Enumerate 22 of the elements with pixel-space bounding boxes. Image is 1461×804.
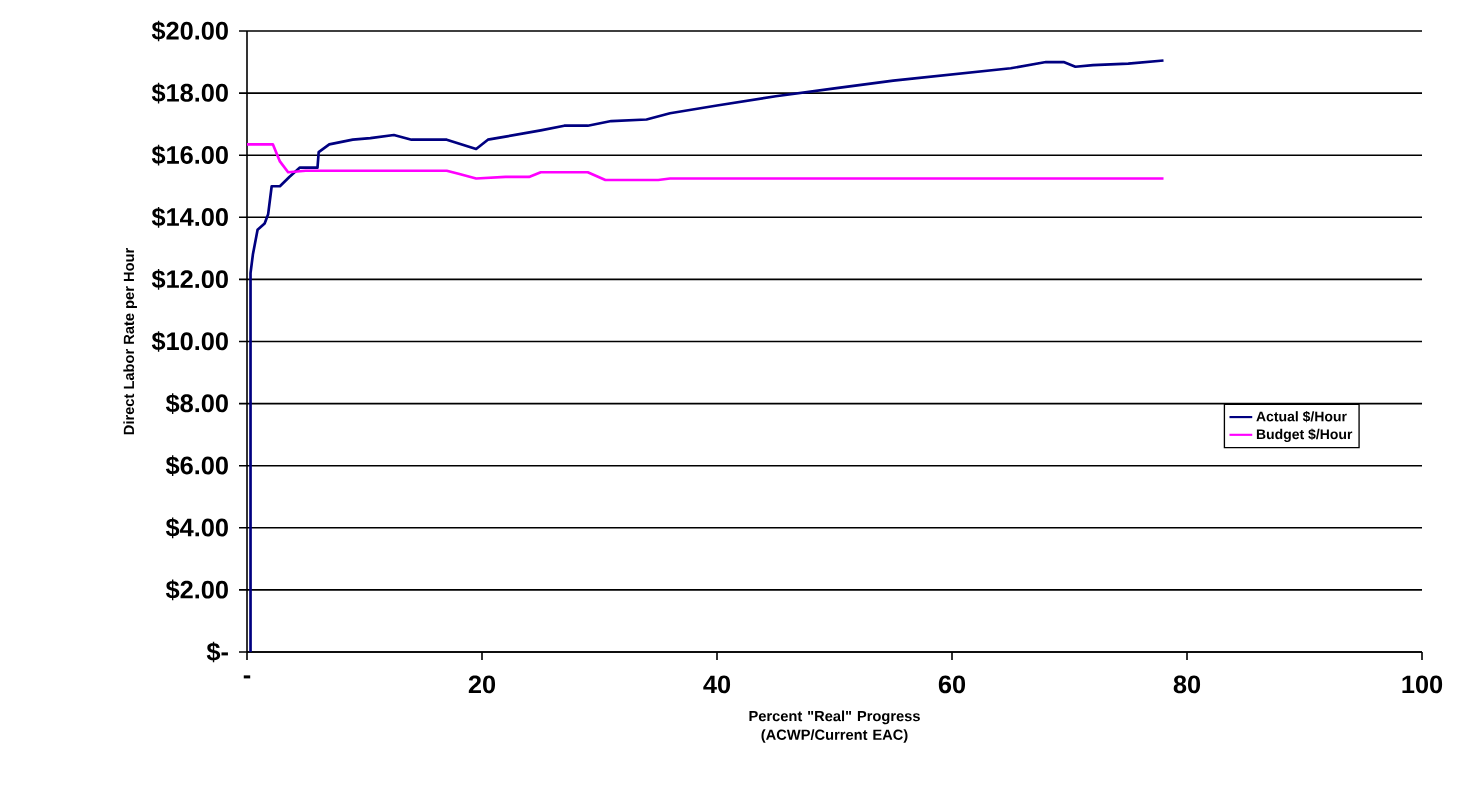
y-tick-label: $20.00 — [151, 20, 228, 42]
y-tick-label: $18.00 — [151, 82, 228, 104]
y-tick-label: $14.00 — [151, 206, 228, 228]
x-tick-label: 60 — [938, 675, 966, 694]
legend-label: Actual $/Hour — [1256, 410, 1347, 423]
x-tick-label: - — [243, 675, 251, 679]
y-tick-label: $12.00 — [151, 269, 228, 290]
y-tick-label: $6.00 — [165, 455, 228, 477]
y-tick-label: $16.00 — [151, 144, 228, 166]
x-tick-label: 40 — [703, 675, 731, 694]
y-tick-label: $2.00 — [165, 579, 228, 601]
line-series — [245, 142, 1165, 182]
y-tick-label: $- — [206, 641, 228, 663]
x-tick-label: 20 — [468, 675, 496, 694]
x-axis-title: Percent "Real" Progress (ACWP/Current EAC) — [749, 710, 920, 743]
y-tick-label: $10.00 — [151, 331, 228, 352]
x-tick-label: 80 — [1173, 675, 1201, 694]
y-axis-title: Direct Labor Rate per Hour — [123, 248, 137, 435]
y-tick-label: $4.00 — [165, 517, 228, 539]
legend-label: Budget $/Hour — [1256, 428, 1353, 442]
x-tick-label: 100 — [1402, 675, 1443, 694]
y-tick-label: $8.00 — [165, 393, 228, 414]
